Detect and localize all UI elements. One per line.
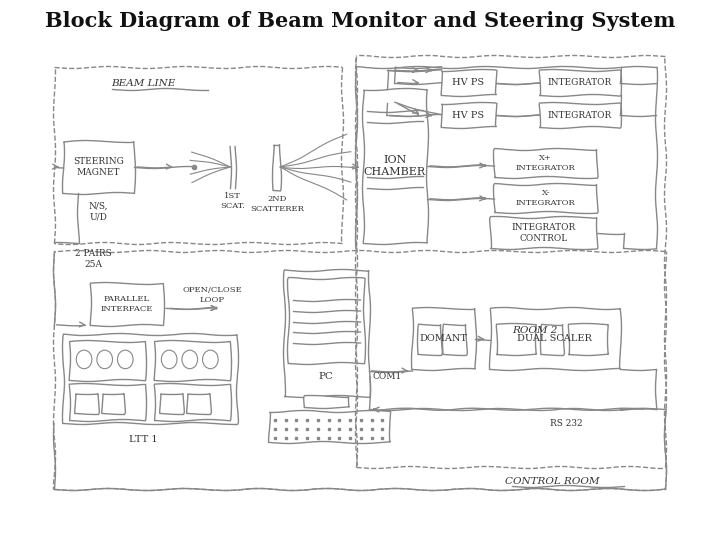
Text: CONTROL ROOM: CONTROL ROOM — [505, 477, 600, 486]
Text: LTT 1: LTT 1 — [129, 435, 158, 444]
FancyBboxPatch shape — [495, 150, 598, 177]
FancyBboxPatch shape — [69, 384, 145, 420]
Text: DUAL SCALER: DUAL SCALER — [518, 334, 593, 343]
Text: OPEN/CLOSE
LOOP: OPEN/CLOSE LOOP — [182, 286, 242, 304]
FancyBboxPatch shape — [441, 70, 496, 94]
Text: INTEGRATOR: INTEGRATOR — [547, 78, 611, 87]
Text: X+
INTEGRATOR: X+ INTEGRATOR — [516, 154, 576, 172]
FancyBboxPatch shape — [539, 103, 620, 127]
Text: HV PS: HV PS — [452, 78, 485, 87]
FancyBboxPatch shape — [444, 323, 466, 354]
Text: DOMANT: DOMANT — [419, 334, 467, 343]
FancyBboxPatch shape — [490, 308, 620, 369]
Text: 1ST
SCAT.: 1ST SCAT. — [220, 192, 246, 210]
Text: X-
INTEGRATOR: X- INTEGRATOR — [516, 190, 576, 207]
FancyBboxPatch shape — [490, 218, 598, 248]
FancyBboxPatch shape — [154, 341, 230, 380]
FancyBboxPatch shape — [154, 384, 230, 420]
FancyBboxPatch shape — [539, 70, 620, 94]
Text: HV PS: HV PS — [452, 111, 485, 120]
FancyBboxPatch shape — [269, 411, 390, 442]
Text: INTEGRATOR: INTEGRATOR — [547, 111, 611, 120]
FancyBboxPatch shape — [496, 323, 536, 354]
FancyBboxPatch shape — [284, 270, 369, 396]
Text: N/S,
U/D: N/S, U/D — [89, 202, 108, 222]
FancyBboxPatch shape — [568, 323, 608, 354]
Text: ION
CHAMBER: ION CHAMBER — [364, 154, 426, 177]
FancyBboxPatch shape — [273, 144, 280, 190]
FancyBboxPatch shape — [89, 283, 163, 325]
FancyBboxPatch shape — [305, 396, 349, 407]
FancyBboxPatch shape — [412, 308, 474, 369]
FancyBboxPatch shape — [63, 334, 238, 423]
Text: ROOM 2: ROOM 2 — [512, 326, 557, 335]
FancyBboxPatch shape — [161, 393, 183, 413]
FancyBboxPatch shape — [288, 278, 364, 363]
FancyBboxPatch shape — [63, 140, 135, 193]
FancyBboxPatch shape — [418, 323, 441, 354]
FancyBboxPatch shape — [187, 393, 210, 413]
Text: INTEGRATOR
CONTROL: INTEGRATOR CONTROL — [511, 222, 576, 243]
Text: COM1: COM1 — [372, 372, 402, 381]
Text: Block Diagram of Beam Monitor and Steering System: Block Diagram of Beam Monitor and Steeri… — [45, 11, 675, 31]
Text: 2ND
SCATTERER: 2ND SCATTERER — [250, 195, 304, 213]
FancyBboxPatch shape — [495, 185, 598, 212]
Text: 2 PAIRS
25A: 2 PAIRS 25A — [75, 249, 112, 269]
FancyBboxPatch shape — [441, 103, 496, 127]
FancyBboxPatch shape — [69, 341, 145, 380]
Text: PC: PC — [318, 372, 333, 381]
Text: STEERING
MAGNET: STEERING MAGNET — [73, 157, 124, 177]
FancyBboxPatch shape — [363, 89, 427, 242]
FancyBboxPatch shape — [541, 323, 563, 354]
Text: PARALLEL
INTERFACE: PARALLEL INTERFACE — [100, 295, 153, 313]
Text: BEAM LINE: BEAM LINE — [111, 79, 176, 88]
Text: RS 232: RS 232 — [549, 419, 582, 428]
FancyBboxPatch shape — [75, 393, 98, 413]
FancyBboxPatch shape — [102, 393, 125, 413]
